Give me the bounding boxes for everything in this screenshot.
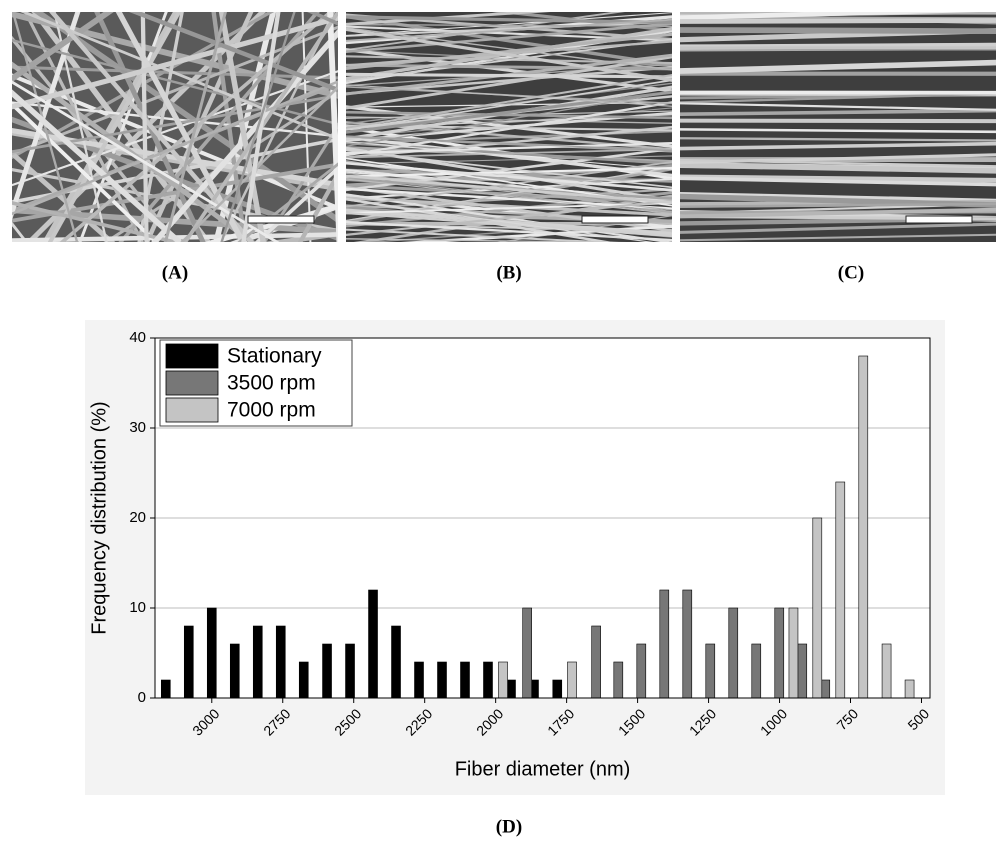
bar (161, 680, 170, 698)
legend-label: Stationary (227, 345, 322, 368)
sem-content (336, 0, 682, 267)
bar (637, 644, 646, 698)
legend-label: 7000 rpm (227, 399, 316, 422)
sem-image (336, 0, 682, 267)
sem-content (670, 9, 998, 242)
y-tick-label: 40 (129, 329, 146, 346)
fiber (670, 20, 998, 21)
bar (568, 662, 577, 698)
scale-bar (248, 216, 314, 223)
bar (859, 356, 868, 698)
bar (299, 662, 308, 698)
bar (369, 590, 378, 698)
bar (813, 518, 822, 698)
bar (614, 662, 623, 698)
bar (775, 608, 784, 698)
bar (483, 662, 492, 698)
bar (706, 644, 715, 698)
panel-label: (D) (496, 816, 522, 837)
bar (553, 680, 562, 698)
bar (683, 590, 692, 698)
bar (230, 644, 239, 698)
legend-label: 3500 rpm (227, 372, 316, 395)
bar (438, 662, 447, 698)
bar (836, 482, 845, 698)
panel-label: (A) (162, 262, 188, 283)
bar (346, 644, 355, 698)
y-tick-label: 0 (138, 689, 146, 706)
bar (184, 626, 193, 698)
panel-label: (B) (496, 262, 521, 283)
bar (415, 662, 424, 698)
bar (392, 626, 401, 698)
bar (789, 608, 798, 698)
bar (207, 608, 216, 698)
fiber (670, 121, 998, 122)
legend-swatch (166, 344, 218, 368)
y-tick-label: 30 (129, 419, 146, 436)
bar (905, 680, 914, 698)
bar (798, 644, 807, 698)
bar (253, 626, 262, 698)
legend-swatch (166, 371, 218, 395)
y-axis-label: Frequency distribution (%) (88, 401, 110, 634)
sem-image (670, 9, 998, 242)
bar (523, 608, 532, 698)
bar (660, 590, 669, 698)
bar (499, 662, 508, 698)
bar (276, 626, 285, 698)
x-axis-label: Fiber diameter (nm) (455, 758, 631, 780)
legend-swatch (166, 398, 218, 422)
bar (592, 626, 601, 698)
bar (323, 644, 332, 698)
y-tick-label: 20 (129, 509, 146, 526)
scale-bar (582, 216, 648, 223)
y-tick-label: 10 (129, 599, 146, 616)
bar (752, 644, 761, 698)
fiber (670, 30, 998, 31)
panel-label: (C) (838, 262, 864, 283)
scale-bar (906, 216, 972, 223)
bar (882, 644, 891, 698)
bar (729, 608, 738, 698)
bar (461, 662, 470, 698)
